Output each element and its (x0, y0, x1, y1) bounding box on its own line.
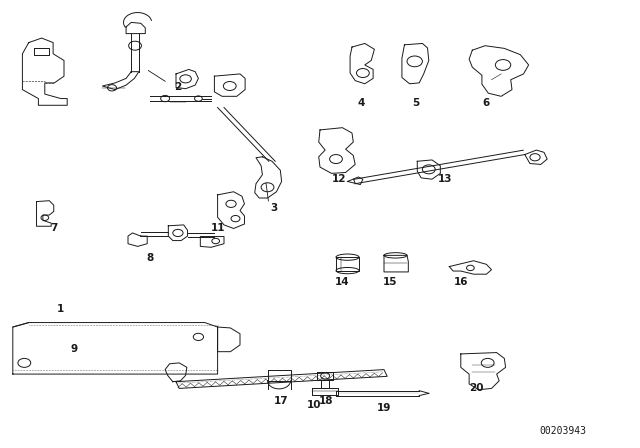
Text: 2: 2 (174, 82, 182, 92)
Text: 20: 20 (470, 383, 484, 392)
Text: 10: 10 (307, 401, 321, 410)
Text: 1: 1 (57, 304, 65, 314)
Text: 5: 5 (412, 98, 420, 108)
Text: 9: 9 (70, 345, 77, 354)
Text: 3: 3 (270, 203, 278, 213)
Text: 15: 15 (383, 277, 397, 287)
Text: 14: 14 (335, 277, 349, 287)
Text: 4: 4 (358, 98, 365, 108)
Text: 12: 12 (332, 174, 346, 184)
Text: 6: 6 (483, 98, 490, 108)
Text: 7: 7 (51, 224, 58, 233)
Text: 17: 17 (275, 396, 289, 406)
Text: 18: 18 (319, 396, 333, 406)
Text: 13: 13 (438, 174, 452, 184)
Text: 11: 11 (211, 224, 225, 233)
Text: 16: 16 (454, 277, 468, 287)
Text: 19: 19 (377, 403, 391, 413)
Text: 8: 8 (147, 253, 154, 263)
Text: 00203943: 00203943 (540, 426, 587, 436)
